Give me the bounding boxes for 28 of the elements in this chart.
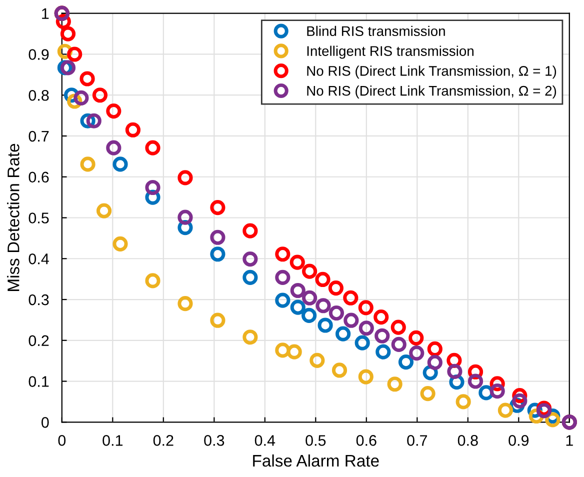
y-tick-label: 0.6	[28, 172, 49, 183]
y-axis-title: Miss Detection Rate	[7, 144, 20, 291]
legend-label: Blind RIS transmission	[307, 26, 445, 36]
x-tick-label: 0	[58, 435, 66, 446]
x-tick-label: 0.2	[153, 435, 174, 446]
y-tick-label: 0.4	[28, 253, 49, 264]
y-tick-label: 0.7	[28, 130, 49, 142]
y-tick-label: 0.2	[28, 335, 49, 346]
legend-label: No RIS (Direct Link Transmission, Ω = 1)	[307, 66, 556, 79]
x-tick-label: 0.1	[102, 435, 123, 446]
x-tick-label: 0.9	[508, 435, 529, 446]
y-tick-label: 0.5	[28, 212, 49, 224]
y-tick-label: 0	[42, 417, 49, 428]
x-tick-label: 0.3	[204, 435, 224, 446]
y-tick-label: 1	[42, 8, 49, 19]
y-tick-label: 0.9	[28, 49, 49, 60]
x-tick-label: 0.4	[254, 435, 276, 446]
x-tick-label: 0.6	[356, 435, 376, 446]
y-tick-label: 0.1	[28, 376, 49, 387]
legend-label: No RIS (Direct Link Transmission, Ω = 2)	[307, 86, 556, 98]
legend-label: Intelligent RIS transmission	[307, 46, 474, 59]
x-tick-label: 0.5	[306, 435, 326, 446]
y-tick-label: 0.8	[28, 90, 49, 101]
y-tick-label: 0.3	[28, 294, 49, 306]
x-tick-label: 0.8	[458, 435, 478, 446]
x-tick-label: 1	[566, 435, 573, 446]
x-axis-title: False Alarm Rate	[253, 454, 379, 467]
x-tick-label: 0.7	[407, 435, 428, 446]
